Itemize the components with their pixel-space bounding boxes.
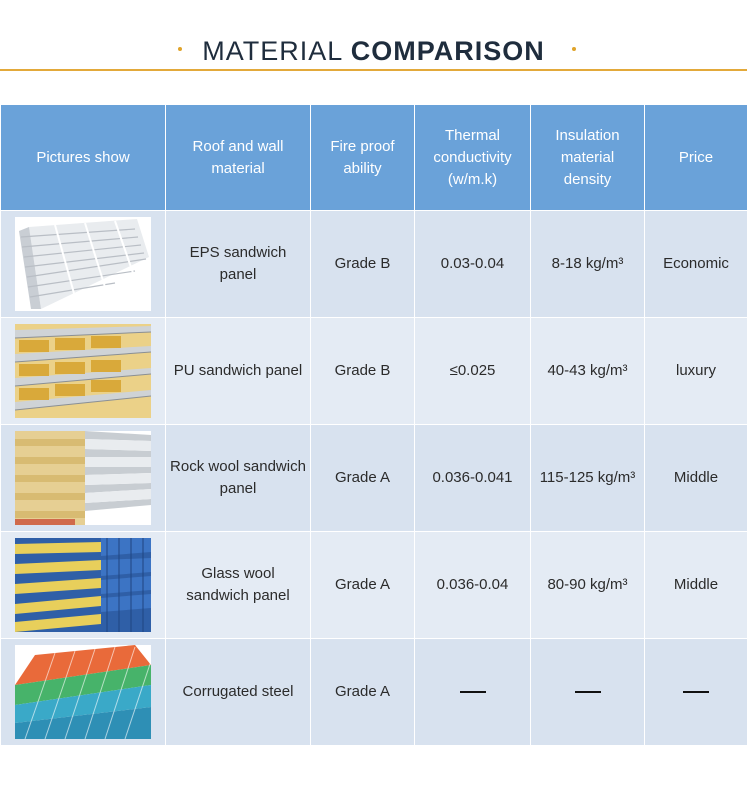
thermal-cell: 0.03-0.04 (414, 210, 531, 318)
glasswool-panel-image (15, 538, 151, 632)
material-cell: EPS sandwich panel (165, 210, 311, 318)
header-pictures: Pictures show (0, 104, 166, 211)
density-cell: 80-90 kg/m³ (530, 531, 645, 639)
table-header-row: Pictures show Roof and wall material Fir… (0, 104, 747, 211)
title-bar: MATERIAL COMPARISON (0, 0, 747, 72)
comparison-table: Pictures show Roof and wall material Fir… (0, 104, 747, 746)
price-cell: luxury (644, 317, 747, 425)
header-density: Insulation material density (530, 104, 645, 211)
price-cell: Economic (644, 210, 747, 318)
picture-cell (0, 638, 166, 746)
decor-dot-left (178, 47, 182, 51)
price-cell: Middle (644, 531, 747, 639)
pu-panel-image (15, 324, 151, 418)
fire-cell: Grade B (310, 210, 415, 318)
header-material: Roof and wall material (165, 104, 311, 211)
picture-cell (0, 317, 166, 425)
density-cell: 8-18 kg/m³ (530, 210, 645, 318)
thermal-cell: 0.036-0.04 (414, 531, 531, 639)
material-cell: Corrugated steel (165, 638, 311, 746)
header-price: Price (644, 104, 747, 211)
price-cell: Middle (644, 424, 747, 532)
dash-placeholder (459, 691, 486, 694)
picture-cell (0, 210, 166, 318)
fire-cell: Grade A (310, 424, 415, 532)
material-cell: Glass wool sandwich panel (165, 531, 311, 639)
dash-placeholder (574, 691, 601, 694)
rockwool-panel-image (15, 431, 151, 525)
table-row: Corrugated steel Grade A (0, 638, 747, 746)
title-light: MATERIAL (202, 36, 343, 66)
density-cell (530, 638, 645, 746)
decor-dot-right (572, 47, 576, 51)
fire-cell: Grade A (310, 638, 415, 746)
thermal-cell (414, 638, 531, 746)
dash-placeholder (683, 691, 709, 694)
title-bold: COMPARISON (350, 36, 545, 66)
price-cell (644, 638, 747, 746)
thermal-cell: ≤0.025 (414, 317, 531, 425)
title-divider (0, 69, 747, 71)
table-row: Glass wool sandwich panel Grade A 0.036-… (0, 531, 747, 639)
table-row: PU sandwich panel Grade B ≤0.025 40-43 k… (0, 317, 747, 425)
material-cell: PU sandwich panel (165, 317, 311, 425)
thermal-cell: 0.036-0.041 (414, 424, 531, 532)
header-thermal: Thermal conductivity (w/m.k) (414, 104, 531, 211)
density-cell: 115-125 kg/m³ (530, 424, 645, 532)
material-cell: Rock wool sandwich panel (165, 424, 311, 532)
corrugated-steel-image (15, 645, 151, 739)
eps-panel-image (15, 217, 151, 311)
header-fire: Fire proof ability (310, 104, 415, 211)
page-title: MATERIAL COMPARISON (0, 34, 747, 68)
fire-cell: Grade A (310, 531, 415, 639)
density-cell: 40-43 kg/m³ (530, 317, 645, 425)
table-row: Rock wool sandwich panel Grade A 0.036-0… (0, 424, 747, 532)
picture-cell (0, 531, 166, 639)
fire-cell: Grade B (310, 317, 415, 425)
picture-cell (0, 424, 166, 532)
table-row: EPS sandwich panel Grade B 0.03-0.04 8-1… (0, 210, 747, 318)
